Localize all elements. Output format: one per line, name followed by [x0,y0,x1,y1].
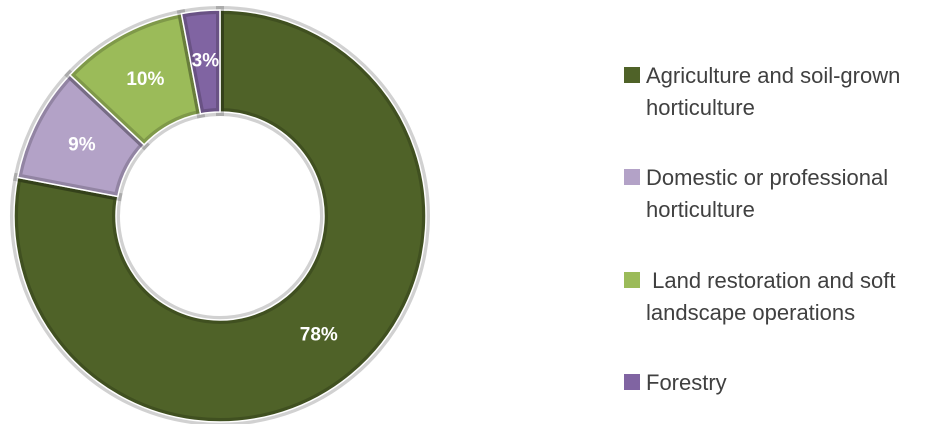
legend-swatch [624,169,640,185]
data-label: 78% [300,324,338,345]
legend-item: Agriculture and soil-grown horticulture [624,60,950,124]
data-label: 10% [126,69,164,90]
legend-label: Domestic or professional horticulture [646,165,895,222]
data-label: 9% [68,135,96,156]
donut-slice [69,13,201,145]
legend-label: Land restoration and soft landscape oper… [646,268,902,325]
legend-swatch [624,272,640,288]
slice-separator [180,9,221,115]
donut-slice [17,74,145,197]
data-label: 3% [192,51,220,72]
legend-label: Agriculture and soil-grown horticulture [646,63,907,120]
legend-item: Forestry [624,367,950,399]
donut-slice [14,10,427,423]
legend-item: Domestic or professional horticulture [624,162,950,226]
legend-swatch [624,374,640,390]
slice-separator [13,9,427,423]
donut-slice [181,10,220,114]
legend-label: Forestry [646,370,727,395]
legend-swatch [624,67,640,83]
legend-item: Land restoration and soft landscape oper… [624,265,950,329]
